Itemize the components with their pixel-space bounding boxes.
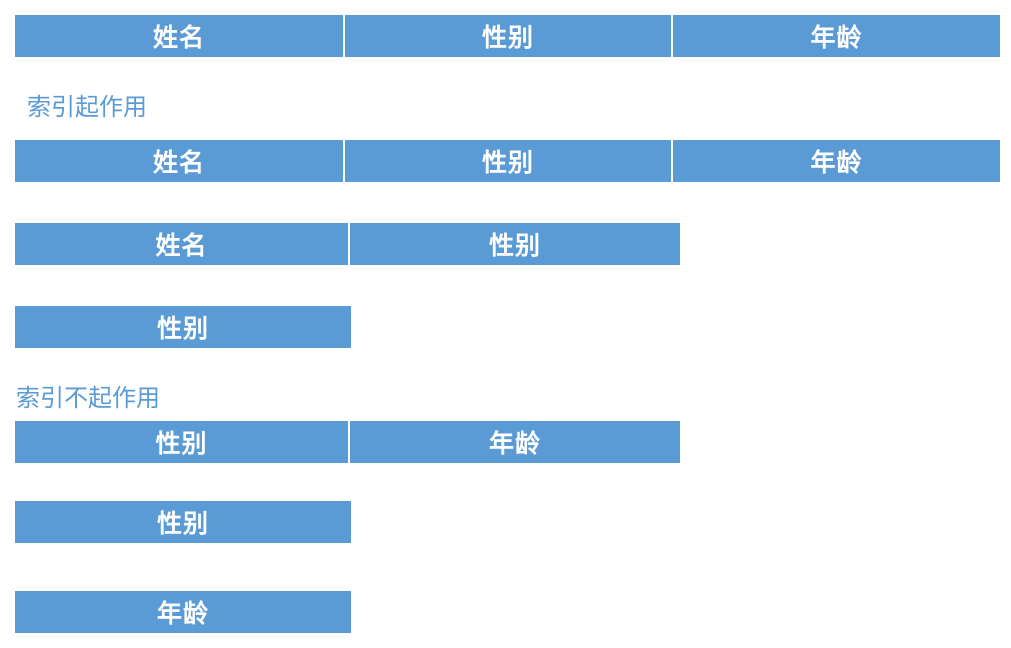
section-heading-index-works: 索引起作用 bbox=[27, 93, 147, 121]
cell-age: 年龄 bbox=[15, 591, 351, 633]
cell-name: 姓名 bbox=[15, 140, 343, 182]
query-row-name-gender: 姓名 性别 bbox=[15, 223, 680, 265]
query-row-gender-only-works: 性别 bbox=[15, 306, 351, 348]
cell-name: 姓名 bbox=[15, 15, 343, 57]
cell-gender: 性别 bbox=[15, 501, 351, 543]
query-row-age-only: 年龄 bbox=[15, 591, 351, 633]
cell-gender: 性别 bbox=[15, 421, 348, 463]
cell-age: 年龄 bbox=[671, 140, 1000, 182]
cell-age: 年龄 bbox=[348, 421, 680, 463]
cell-name: 姓名 bbox=[15, 223, 348, 265]
query-row-name-gender-age: 姓名 性别 年龄 bbox=[15, 140, 1000, 182]
index-row-name-gender-age: 姓名 性别 年龄 bbox=[15, 15, 1000, 57]
query-row-gender-only-fails: 性别 bbox=[15, 501, 351, 543]
cell-gender: 性别 bbox=[343, 15, 671, 57]
cell-gender: 性别 bbox=[15, 306, 351, 348]
cell-age: 年龄 bbox=[671, 15, 1000, 57]
query-row-gender-age: 性别 年龄 bbox=[15, 421, 680, 463]
section-heading-index-fails: 索引不起作用 bbox=[16, 384, 160, 412]
cell-gender: 性别 bbox=[343, 140, 671, 182]
cell-gender: 性别 bbox=[348, 223, 680, 265]
